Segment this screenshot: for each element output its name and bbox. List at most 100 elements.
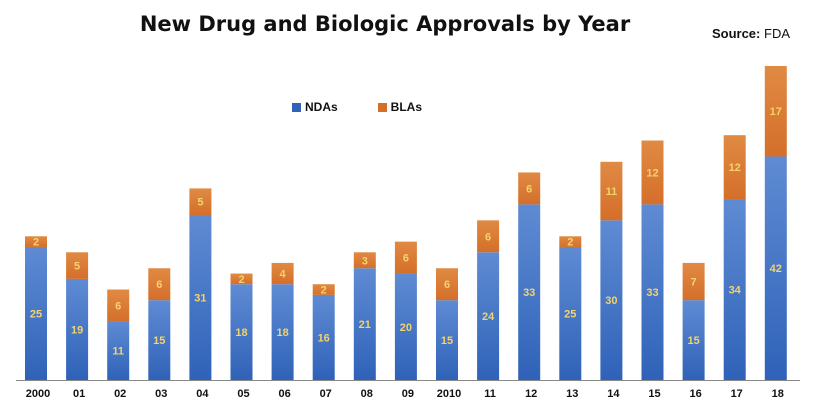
bar-ndas — [25, 246, 47, 380]
x-tick-label: 17 — [731, 388, 743, 400]
bar-ndas — [518, 204, 541, 380]
data-label-ndas: 24 — [482, 311, 495, 323]
legend-label-blas: BLAs — [390, 100, 423, 114]
data-label-blas: 11 — [606, 186, 618, 198]
bar-ndas — [271, 284, 294, 380]
data-label-ndas: 18 — [276, 327, 288, 339]
data-label-blas: 2 — [238, 274, 244, 286]
x-tick-label: 2010 — [437, 388, 461, 400]
data-label-ndas: 19 — [71, 324, 83, 336]
bar-ndas — [764, 156, 787, 380]
bar-blas — [312, 284, 335, 295]
x-tick-label: 08 — [361, 388, 373, 400]
data-label-ndas: 31 — [194, 293, 206, 305]
data-label-blas: 7 — [691, 277, 697, 289]
bar-ndas — [107, 321, 130, 380]
bar-ndas — [353, 268, 376, 380]
x-tick-label: 11 — [484, 388, 496, 400]
x-tick-label: 14 — [607, 388, 620, 400]
data-label-blas: 6 — [444, 279, 450, 291]
data-label-ndas: 15 — [153, 335, 165, 347]
bar-blas — [66, 252, 89, 279]
bar-blas — [148, 268, 171, 301]
data-label-blas: 6 — [403, 253, 409, 265]
data-label-blas: 3 — [362, 255, 368, 267]
bar-ndas — [600, 220, 623, 380]
data-label-blas: 6 — [156, 279, 162, 291]
chart-legend: NDAs BLAs — [292, 100, 422, 114]
bar-ndas — [641, 204, 664, 380]
bar-ndas — [230, 284, 253, 380]
bar-ndas — [394, 273, 417, 380]
bar-ndas — [477, 252, 500, 380]
data-label-ndas: 25 — [564, 308, 576, 320]
bar-ndas — [312, 294, 335, 380]
data-label-ndas: 16 — [318, 332, 330, 344]
bar-blas — [353, 252, 376, 269]
data-label-ndas: 30 — [605, 295, 617, 307]
data-label-blas: 4 — [280, 269, 287, 281]
legend-item-ndas: NDAs — [292, 100, 338, 114]
bar-blas — [271, 262, 294, 285]
x-tick-label: 04 — [196, 388, 209, 400]
bar-blas — [682, 262, 705, 301]
x-tick-label: 07 — [320, 388, 332, 400]
x-tick-label: 03 — [155, 388, 167, 400]
data-label-blas: 5 — [74, 261, 80, 273]
data-label-blas: 12 — [729, 162, 741, 174]
source-value: FDA — [764, 26, 790, 41]
data-label-ndas: 33 — [646, 287, 658, 299]
data-label-ndas: 15 — [687, 335, 699, 347]
bar-ndas — [148, 300, 171, 380]
bar-ndas — [682, 300, 705, 380]
bar-blas — [107, 289, 130, 322]
data-label-ndas: 34 — [729, 285, 742, 297]
bar-blas — [436, 268, 458, 301]
data-label-ndas: 25 — [30, 308, 42, 320]
bar-ndas — [723, 199, 746, 380]
data-label-blas: 17 — [770, 106, 782, 118]
bar-blas — [723, 135, 746, 200]
x-tick-label: 13 — [566, 388, 578, 400]
x-tick-label: 09 — [402, 388, 414, 400]
legend-swatch-blas — [377, 102, 387, 112]
data-label-blas: 6 — [485, 231, 491, 243]
legend-item-blas: BLAs — [377, 100, 423, 114]
legend-label-ndas: NDAs — [305, 100, 338, 114]
data-label-ndas: 20 — [400, 322, 412, 334]
source-note: Source: FDA — [712, 26, 790, 41]
bar-ndas — [189, 215, 212, 380]
data-label-ndas: 21 — [359, 319, 371, 331]
bar-blas — [25, 236, 47, 247]
x-tick-label: 2000 — [26, 388, 50, 400]
data-label-blas: 5 — [197, 197, 203, 209]
data-label-ndas: 33 — [523, 287, 535, 299]
bar-blas — [518, 172, 541, 205]
legend-swatch-ndas — [292, 102, 301, 112]
data-label-blas: 6 — [526, 183, 532, 195]
data-label-blas: 2 — [321, 285, 327, 297]
x-tick-label: 02 — [114, 388, 126, 400]
x-tick-label: 16 — [689, 388, 701, 400]
x-tick-label: 15 — [648, 388, 660, 400]
bar-blas — [394, 241, 417, 274]
x-tick-label: 12 — [525, 388, 537, 400]
source-label: Source: — [711, 26, 761, 41]
bar-blas — [477, 220, 500, 253]
x-tick-label: 18 — [772, 388, 784, 400]
chart-title: New Drug and Biologic Approvals by Year — [139, 12, 631, 36]
data-label-blas: 12 — [646, 167, 658, 179]
bar-ndas — [559, 246, 582, 380]
data-label-ndas: 11 — [112, 346, 124, 358]
data-label-ndas: 18 — [235, 327, 247, 339]
data-label-ndas: 15 — [441, 335, 453, 347]
bar-ndas — [66, 278, 89, 380]
bar-blas — [600, 161, 623, 221]
data-label-blas: 6 — [115, 300, 121, 312]
x-tick-label: 06 — [278, 388, 290, 400]
x-tick-label: 05 — [237, 388, 249, 400]
bar-ndas — [436, 300, 458, 380]
data-label-blas: 2 — [567, 237, 573, 249]
data-label-ndas: 42 — [770, 263, 782, 275]
